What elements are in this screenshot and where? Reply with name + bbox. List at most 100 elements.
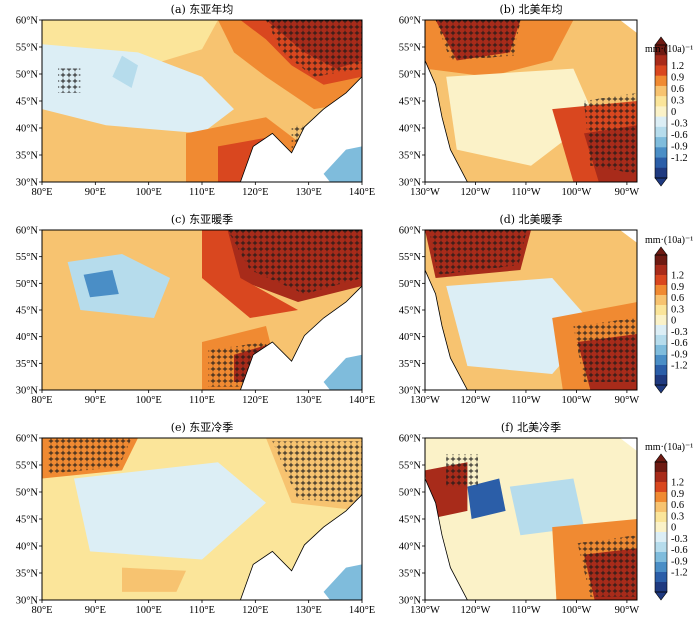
lat-tick-label-c-1: 55°N [16,252,39,263]
field-contour-f-3 [509,478,584,536]
japan-land-e [323,564,362,600]
map-panel-a: 60°N 55°N 50°N 45°N 40°N 35°N 30°N80°E 90°E 100°… [16,16,375,199]
colorbar-label-0-4: 0 [671,107,676,118]
field-contour-e-3 [74,462,266,560]
japan-land-c [323,354,362,390]
colorbar-swatch-0-12 [655,167,667,179]
lat-tick-label-c-6: 30°N [16,386,39,397]
lon-tick-label-e-6: 140°E [349,605,375,616]
colorbar-swatch-0-8 [655,126,667,138]
colorbar-swatch-1-11 [655,365,667,376]
sea-area-e [239,494,362,600]
lat-tick-label-d-4: 40°N [399,332,422,343]
significance-hatch-d-0 [429,230,527,275]
lat-tick-label-e-5: 35°N [16,569,39,580]
colorbar-swatch-1-8 [655,335,667,346]
colorbar-swatch-2-11 [655,572,667,583]
colorbar-label-2-5: -0.3 [671,534,688,545]
panel-title-e: (e) 东亚冷季 [171,421,234,434]
lon-tick-label-c-2: 100°E [135,395,161,406]
field-contour-f-2 [467,478,506,519]
lat-tick-label-d-3: 45°N [399,306,422,317]
lat-tick-label-f-0: 60°N [399,434,422,445]
lat-tick-label-b-1: 55°N [399,43,422,54]
colorbar-label-0-6: -0.6 [671,130,688,141]
significance-hatch-f-0 [446,454,478,487]
colorbar-label-1-7: -0.9 [671,349,688,360]
map-field-f [425,438,637,600]
colorbar-swatch-2-1 [655,472,667,483]
lon-tick-label-a-5: 130°E [295,187,321,198]
colorbar-swatch-2-3 [655,492,667,503]
colorbar-swatch-1-10 [655,355,667,366]
lat-tick-label-d-2: 50°N [399,279,422,290]
colorbar-top-arrow-2 [654,453,668,463]
lon-tick-label-a-3: 110°E [189,187,215,198]
lat-tick-label-e-0: 60°N [16,434,39,445]
significance-hatch-b-1 [584,92,637,174]
colorbar-swatch-0-11 [655,157,667,169]
colorbar-swatch-2-4 [655,502,667,513]
field-contour-a-5 [42,44,234,134]
colorbar-swatch-1-4 [655,295,667,306]
lon-tick-label-f-3: 100°W [561,605,591,616]
lat-tick-label-b-2: 50°N [399,70,422,81]
colorbar-unit-1: mm·(10a)⁻¹ [645,235,693,246]
field-contour-e-4 [122,567,186,592]
colorbar-label-0-5: -0.3 [671,119,688,130]
sea-area-c [239,285,362,390]
lon-tick-label-f-1: 120°W [461,605,491,616]
map-field-d [425,230,637,390]
colorbar-swatch-0-6 [655,106,667,117]
bay-area-b [620,20,637,33]
lon-tick-label-a-2: 100°E [135,187,161,198]
colorbar-1: 1.20.90.60.30-0.3-0.6-0.9-1.2 mm·(10a)⁻¹ [645,235,693,394]
lat-tick-label-a-2: 50°N [16,70,39,81]
colorbar-top-arrow-1 [654,246,668,256]
colorbar-swatch-0-3 [655,75,667,87]
lon-tick-label-c-6: 140°E [349,395,375,406]
lat-tick-label-a-4: 40°N [16,124,39,135]
lat-tick-label-b-3: 45°N [399,97,422,108]
colorbar-frame-1 [654,254,668,386]
colorbar-label-2-8: -1.2 [671,568,688,579]
panel-title-a: (a) 东亚年均 [171,2,234,16]
colorbar-swatch-0-10 [655,147,667,158]
colorbar-label-0-8: -1.2 [671,153,688,164]
map-field-e [42,438,362,600]
significance-hatch-b-0 [435,20,521,61]
colorbar-label-0-3: 0.3 [671,95,684,106]
lon-tick-label-f-2: 110°W [511,605,541,616]
lat-tick-label-c-3: 45°N [16,306,39,317]
colorbar-label-2-3: 0.3 [671,511,684,522]
lat-tick-label-d-1: 55°N [399,252,422,263]
significance-hatch-a-1 [58,68,81,93]
lat-tick-label-f-5: 35°N [399,569,422,580]
lon-tick-label-e-4: 120°E [242,605,268,616]
lon-tick-label-a-6: 140°E [349,187,375,198]
map-field-a [42,20,362,182]
lat-tick-label-e-3: 45°N [16,515,39,526]
colorbar-swatch-2-12 [655,582,667,593]
bay-area-d [620,230,637,243]
lon-tick-label-b-4: 90°W [615,187,640,198]
lat-tick-label-c-4: 40°N [16,332,39,343]
lon-tick-label-b-3: 100°W [561,187,591,198]
colorbar-swatch-0-7 [655,116,667,128]
colorbar-swatch-2-6 [655,522,667,533]
colorbar-label-0-0: 1.2 [671,61,684,72]
lat-tick-label-e-6: 30°N [16,596,39,607]
lat-tick-label-c-5: 35°N [16,359,39,370]
colorbar-swatch-0-1 [655,55,667,66]
panel-title-b: (b) 北美年均 [499,2,562,16]
map-field-b [425,20,637,182]
lat-tick-label-a-6: 30°N [16,178,39,189]
lat-tick-label-f-1: 55°N [399,461,422,472]
lon-tick-label-c-0: 80°E [31,395,52,406]
colorbar-swatch-1-9 [655,345,667,356]
colorbar-bottom-arrow-1 [654,384,668,394]
colorbar-swatch-1-6 [655,315,667,326]
field-contour-c-3 [67,254,170,318]
lat-tick-label-f-3: 45°N [399,515,422,526]
